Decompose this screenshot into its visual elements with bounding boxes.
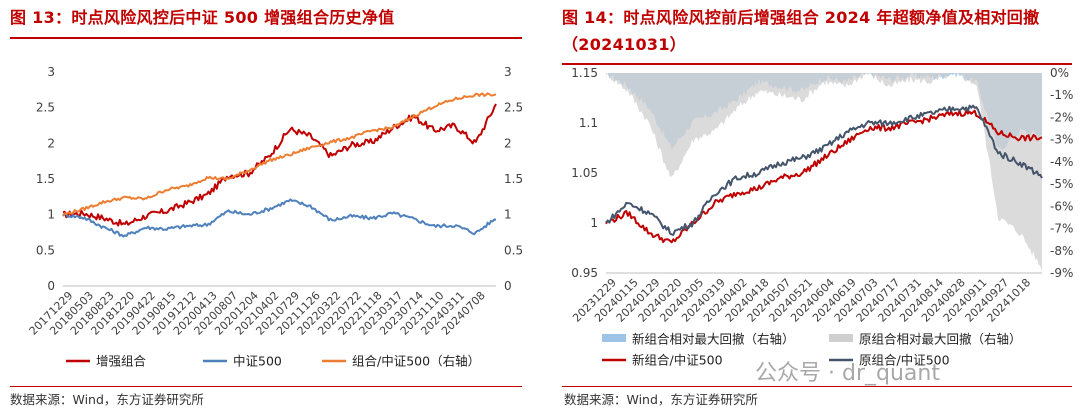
y-tick-label-right: 3 [504, 65, 512, 79]
y-tick-label-right: -4% [1050, 155, 1073, 169]
figure-13-bottom-rule [10, 386, 522, 387]
legend-label: 新组合相对最大回撤（右轴） [632, 332, 795, 347]
legend-swatch [602, 334, 626, 342]
y-tick-label-right: 1.5 [504, 172, 523, 186]
figure-14-panel: 图 14：时点风险风控前后增强组合 2024 年超额净值及相对回撤（202410… [550, 0, 1080, 413]
figure-14-title: 图 14：时点风险风控前后增强组合 2024 年超额净值及相对回撤（202410… [562, 8, 1040, 54]
y-tick-label-left: 3 [47, 65, 55, 79]
y-tick-label-left: 1.5 [36, 172, 55, 186]
figure-14-chart: 0.95 1 1.05 1.1 1.15 -9% -8% -7% -6% -5% -4% -3% -2%… [570, 66, 1073, 368]
watermark: 公众号 · dr_quant [755, 361, 940, 386]
y-tick-label-left: 1 [590, 216, 598, 230]
figure-13-chart: 00.511.522.5300.511.522.5320171229201805… [27, 65, 523, 369]
y-tick-label-left: 0 [47, 279, 55, 293]
y-tick-label-left: 1.05 [571, 166, 598, 180]
figure-14-source: 数据来源：Wind，东方证券研究所 [564, 392, 758, 407]
figure-14-bottom-rule [562, 386, 1072, 387]
legend-label: 组合/中证500（右轴） [352, 354, 480, 369]
y-tick-label-left: 0.95 [571, 266, 598, 280]
figure-13-source: 数据来源：Wind，东方证券研究所 [10, 392, 204, 407]
figure-14-top-rule [562, 63, 1072, 65]
figure-13-panel: 图 13：时点风险风控后中证 500 增强组合历史净值 0 0.5 1 1.5 2 2.5… [0, 0, 530, 413]
y-tick-label-right: 0.5 [504, 243, 523, 257]
legend-label: 原组合/中证500 [859, 353, 950, 368]
legend-label: 增强组合 [96, 354, 147, 369]
y-tick-label-left: 1 [47, 208, 55, 222]
legend-label: 新组合/中证500 [632, 353, 723, 368]
y-tick-label-right: 2 [504, 136, 512, 150]
y-tick-label-right: 1 [504, 208, 512, 222]
y-tick-label-right: -7% [1050, 222, 1073, 236]
y-tick-label-right: -6% [1050, 199, 1073, 213]
series-area [606, 73, 1042, 272]
y-tick-label-right: -5% [1050, 177, 1073, 191]
y-tick-label-right: 2.5 [504, 101, 523, 115]
series-line [605, 104, 1043, 236]
y-tick-label-right: -3% [1050, 133, 1073, 147]
y-tick-label-right: -1% [1050, 88, 1073, 102]
y-tick-label-left: 1.1 [579, 116, 598, 130]
y-tick-label-right: -9% [1050, 266, 1073, 280]
y-tick-label-right: -2% [1050, 110, 1073, 124]
y-tick-label-right: -8% [1050, 244, 1073, 258]
y-tick-label-right: 0% [1050, 66, 1069, 80]
y-tick-label-left: 1.15 [571, 66, 598, 80]
legend-label: 中证500 [233, 354, 282, 369]
y-tick-label-right: 0 [504, 279, 512, 293]
y-tick-label-left: 2 [47, 136, 55, 150]
figure-13-top-rule [10, 37, 522, 39]
legend-swatch [829, 334, 853, 342]
series-line [605, 109, 1043, 244]
series-line [62, 92, 497, 216]
series-line [62, 198, 497, 238]
y-tick-label-left: 2.5 [36, 101, 55, 115]
legend-label: 原组合相对最大回撤（右轴） [859, 332, 1022, 347]
series-line [62, 103, 497, 227]
y-tick-label-left: 0.5 [36, 243, 55, 257]
figure-13-title: 图 13：时点风险风控后中证 500 增强组合历史净值 [10, 8, 395, 27]
